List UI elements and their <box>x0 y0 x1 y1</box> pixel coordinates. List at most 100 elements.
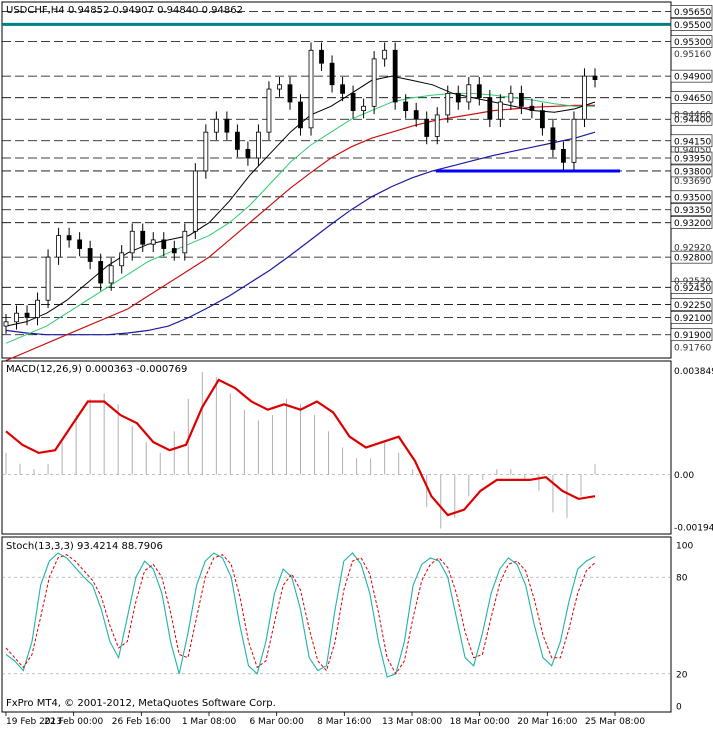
macd-axis-label: -0.00194 <box>674 523 713 533</box>
price-axis-label: 0.95500 <box>674 21 711 31</box>
candle-body <box>140 230 146 245</box>
price-axis-label: 0.95650 <box>674 8 711 18</box>
price-axis-tag <box>670 18 713 31</box>
price-axis-minor-label: 0.92920 <box>674 243 711 253</box>
macd-axis-label: 0.003849 <box>674 367 713 377</box>
candle-body <box>361 105 367 112</box>
candle-body <box>287 84 293 103</box>
price-axis-tag <box>670 311 713 324</box>
candle-body <box>182 230 188 254</box>
time-axis-label: 18 Mar 00:00 <box>450 717 510 727</box>
macd-frame <box>1 360 672 535</box>
candle-body <box>308 49 314 129</box>
candle-body <box>529 105 535 112</box>
price-axis-minor-label: 0.91760 <box>674 343 711 353</box>
candle-body <box>497 101 503 120</box>
time-axis-label: 22 Feb 00:00 <box>44 717 103 727</box>
stoch-axis-label: 0 <box>676 703 682 713</box>
price-axis-minor-label: 0.93690 <box>674 177 711 187</box>
ohlc-label: 0.94852 0.94907 0.94840 0.94862 <box>68 5 243 16</box>
price-axis-tag <box>670 5 713 18</box>
moving-average-mid <box>5 92 595 344</box>
macd-axis-label: 0.00 <box>674 471 694 481</box>
macd-panel: 0.003849 0.00 -0.00194 <box>1 360 713 535</box>
price-axis-label: 0.91900 <box>674 331 711 341</box>
price-axis-tag <box>670 250 713 264</box>
candle-body <box>403 101 409 112</box>
stoch-panel: 100 80 20 0 <box>1 536 693 713</box>
candle-body <box>213 118 219 133</box>
price-axis-tag <box>670 216 713 229</box>
price-axis-tag <box>670 151 713 165</box>
candle-body <box>24 312 30 318</box>
candle-body <box>266 88 272 133</box>
price-axis-label: 0.94400 <box>674 116 711 126</box>
candle-body <box>87 248 93 262</box>
candle-body <box>561 148 566 163</box>
candle-body <box>319 49 324 64</box>
candle-body <box>77 239 83 249</box>
candle-body <box>476 84 482 99</box>
candle-body <box>256 131 261 159</box>
price-axis-minor-label: 0.92530 <box>674 277 711 287</box>
candle-body <box>592 75 598 80</box>
candle-body <box>35 299 40 318</box>
price-axis-label: 0.93200 <box>674 219 711 229</box>
candle-body <box>203 131 209 172</box>
candle-body <box>14 312 19 323</box>
macd-indicator-label: MACD(12,26,9) 0.000363 -0.000769 <box>6 364 187 375</box>
candle-body <box>171 248 177 254</box>
candle-body <box>108 265 114 284</box>
candle-body <box>466 84 472 103</box>
stoch-indicator-label: Stoch(13,3,3) 93.4214 88.7906 <box>6 541 163 552</box>
candle-body <box>224 118 230 133</box>
moving-average-long <box>5 131 596 336</box>
candle-body <box>234 131 240 150</box>
price-axis-label: 0.94650 <box>674 94 711 104</box>
time-axis-label: 19 Feb 2013 <box>6 717 62 727</box>
price-axis-tag <box>670 164 713 178</box>
price-axis-tag <box>670 35 713 48</box>
candle-body <box>382 49 388 60</box>
stoch-main-line <box>5 552 596 678</box>
price-axis-label: 0.93350 <box>674 206 711 216</box>
price-axis-minor-label: 0.94050 <box>674 146 711 156</box>
stoch-axis-label: 20 <box>676 670 688 680</box>
candle-body <box>445 92 451 116</box>
candle-body <box>424 118 430 137</box>
price-frame <box>1 1 672 359</box>
candle-body <box>540 110 545 129</box>
stoch-signal-line <box>5 554 596 675</box>
price-axis-tag <box>670 328 713 342</box>
price-axis-tag <box>670 134 713 148</box>
price-axis-tag <box>670 281 713 294</box>
time-axis-label: 26 Feb 16:00 <box>112 717 171 727</box>
candle-body <box>518 92 524 107</box>
candle-body <box>277 84 282 90</box>
copyright-label: FxPro MT4, © 2001-2012, MetaQuotes Softw… <box>6 698 276 709</box>
time-axis-label: 1 Mar 08:00 <box>182 717 237 727</box>
candle-body <box>371 58 377 107</box>
candle-body <box>129 230 135 254</box>
time-axis-label: 8 Mar 16:00 <box>317 717 372 727</box>
price-axis-label: 0.94900 <box>674 73 711 83</box>
price-axis-minor-label: 0.95160 <box>674 50 711 60</box>
price-axis-label: 0.92250 <box>674 301 711 311</box>
price-axis-minor-label: 0.94460 <box>674 111 711 121</box>
price-axis-tag <box>670 190 713 204</box>
price-axis-label: 0.92800 <box>674 254 711 264</box>
candle-body <box>192 170 198 232</box>
price-axis-label: 0.94150 <box>674 137 711 147</box>
candle-body <box>245 148 251 159</box>
stoch-frame <box>1 536 672 713</box>
stoch-axis-label: 80 <box>676 574 688 584</box>
candle-body <box>434 114 440 137</box>
candle-body <box>508 92 514 103</box>
price-axis-tag <box>670 69 713 83</box>
candle-body <box>66 235 72 241</box>
candle-body <box>582 75 587 120</box>
candle-body <box>150 239 156 245</box>
time-axis-label: 20 Mar 16:00 <box>517 717 577 727</box>
